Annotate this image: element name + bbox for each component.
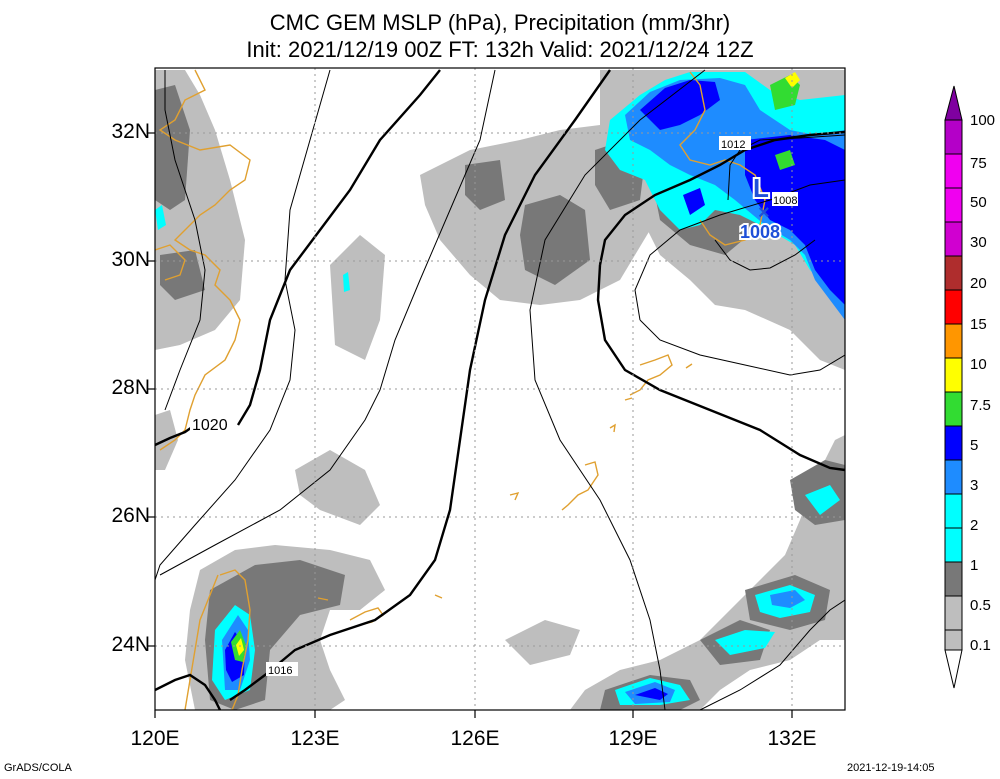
precip-area (295, 450, 380, 525)
map-subtitle: Init: 2021/12/19 00Z FT: 132h Valid: 202… (246, 37, 754, 62)
lat-label-30n: 30N (111, 248, 150, 271)
colorbar-label: 15 (970, 316, 987, 333)
colorbar-swatch (944, 323, 963, 359)
isobar-1008-line (598, 130, 845, 266)
precipitation-colorbar (944, 85, 963, 689)
isobar-1008-line (596, 264, 845, 472)
svg-text:L: L (753, 173, 769, 203)
axis-ticks (147, 132, 793, 718)
isobar-line (159, 69, 496, 576)
colorbar-label: 0.5 (970, 597, 991, 614)
low-pressure-center: L L × 1008 1008 (738, 171, 782, 244)
isobar-labels: 1020 1016 1012 1008 (190, 136, 798, 677)
colorbar-top-arrow (944, 85, 963, 121)
low-pressure-value: 1008 (740, 222, 780, 242)
precip-area (745, 135, 845, 305)
colorbar-label: 7.5 (970, 397, 991, 414)
coastline-china (155, 244, 186, 281)
colorbar-label: 50 (970, 194, 987, 211)
isobar-line (155, 673, 222, 710)
isobar-label-1012: 1012 (721, 139, 745, 151)
precip-area (775, 150, 795, 170)
precip-area (635, 688, 668, 700)
colorbar-swatch (944, 119, 963, 155)
colorbar-swatch (944, 629, 963, 651)
colorbar-swatch (944, 357, 963, 393)
footer-timestamp: 2021-12-19-14:05 (847, 762, 935, 774)
colorbar-label: 20 (970, 275, 987, 292)
isobar-1020-line (236, 69, 441, 426)
colorbar-label: 2 (970, 517, 979, 534)
isobar-line (529, 69, 706, 710)
colorbar-swatch (944, 391, 963, 427)
colorbar-label: 75 (970, 155, 987, 172)
precip-area (505, 620, 580, 665)
colorbar-label: 1 (970, 557, 979, 574)
colorbar-label: 10 (970, 356, 987, 373)
coastline-ryukyu (509, 363, 693, 501)
precipitation-layer (155, 70, 845, 710)
isobar-layer (155, 69, 845, 710)
precip-area (155, 205, 166, 230)
colorbar-swatch (944, 425, 963, 461)
colorbar-label: 100 (970, 112, 996, 129)
colorbar-swatch (944, 153, 963, 189)
lon-label-132e: 132E (767, 727, 817, 750)
colorbar-swatch (944, 459, 963, 495)
coastline-ryukyu (629, 354, 673, 396)
map-title: CMC GEM MSLP (hPa), Precipitation (mm/3h… (269, 10, 731, 35)
colorbar-swatch (944, 255, 963, 291)
precip-area (640, 80, 720, 130)
precip-area (236, 638, 244, 656)
colorbar-swatch (944, 289, 963, 325)
lat-label-26n: 26N (111, 504, 150, 527)
isobar-line (634, 179, 845, 321)
colorbar-swatch (944, 221, 963, 257)
lat-label-28n: 28N (111, 376, 150, 399)
colorbar-label: 30 (970, 234, 987, 251)
isobar-line (714, 239, 816, 271)
coastline-taiwan (184, 569, 251, 710)
isobar-label-1008: 1008 (773, 195, 797, 207)
precip-area (805, 485, 840, 515)
lon-label-129e: 129E (608, 727, 658, 750)
colorbar-label: 5 (970, 437, 979, 454)
lat-label-24n: 24N (111, 633, 150, 656)
precip-area (683, 188, 705, 215)
isobar-line (164, 70, 206, 411)
colorbar-swatch (944, 187, 963, 223)
colorbar-label: 3 (970, 477, 979, 494)
colorbar-swatch (944, 561, 963, 597)
precip-area (770, 590, 805, 608)
svg-text:1008: 1008 (740, 222, 780, 242)
low-symbol: L (753, 173, 769, 203)
isobar-line (155, 69, 331, 581)
isobar-label-1020: 1020 (192, 417, 228, 434)
lon-label-123e: 123E (290, 727, 340, 750)
colorbar-swatch (944, 527, 963, 563)
isobar-line (639, 319, 845, 376)
precip-area (520, 195, 590, 285)
lat-label-32n: 32N (111, 120, 150, 143)
colorbar-swatch (944, 595, 963, 631)
low-center-marker-icon: × (758, 202, 770, 224)
coastline-ryukyu (561, 461, 599, 511)
precip-area (160, 250, 205, 300)
grid-lines (155, 68, 845, 710)
precip-area (465, 160, 505, 210)
colorbar-label: 0.1 (970, 637, 991, 654)
isobar-line (699, 599, 845, 710)
coastline-kyushu (679, 71, 766, 246)
lon-label-126e: 126E (450, 727, 500, 750)
colorbar-bottom-arrow (944, 649, 963, 689)
precip-area (570, 435, 845, 710)
precip-area (343, 272, 350, 292)
colorbar-swatch (944, 493, 963, 529)
lon-label-120e: 120E (130, 727, 180, 750)
isobar-label-1016: 1016 (268, 665, 292, 677)
precip-area (330, 235, 385, 360)
footer-software: GrADS/COLA (4, 762, 72, 774)
precip-area (715, 630, 775, 655)
